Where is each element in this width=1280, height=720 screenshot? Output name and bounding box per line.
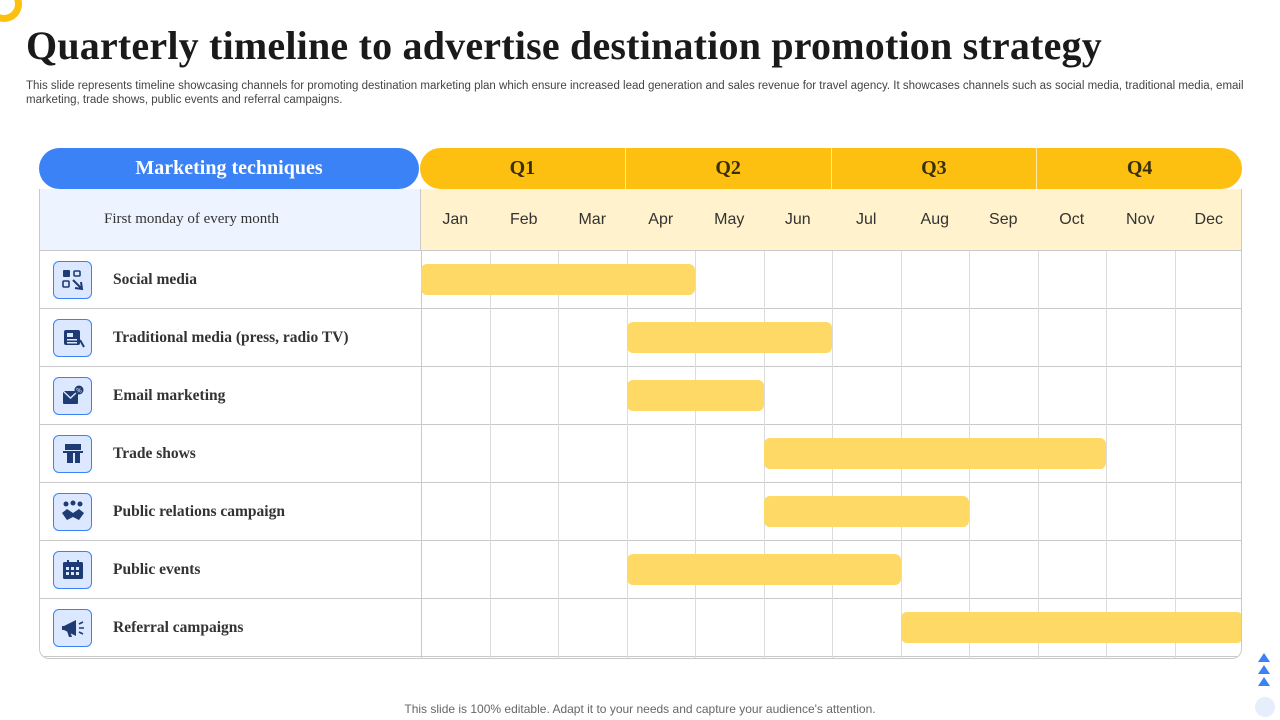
calendar-icon <box>53 551 92 589</box>
technique-row-trade-shows: Trade shows <box>40 425 1241 483</box>
month-gridline <box>1174 251 1176 658</box>
timeline-table: Marketing techniques Q1 Q2 Q3 Q4 First m… <box>39 148 1242 659</box>
month-dec: Dec <box>1194 210 1223 228</box>
timeline-bar <box>763 496 969 527</box>
social-media-icon <box>53 261 92 299</box>
technique-row-referral-campaigns: Referral campaigns <box>40 599 1241 657</box>
month-jul: Jul <box>856 210 877 228</box>
technique-label: Email marketing <box>113 387 226 404</box>
month-feb: Feb <box>509 210 538 228</box>
month-gridline <box>558 251 559 658</box>
nav-dot-icon[interactable] <box>1255 697 1275 717</box>
timeline-bar <box>626 380 764 411</box>
technique-label: Traditional media (press, radio TV) <box>113 329 349 346</box>
technique-row-public-events: Public events <box>40 541 1241 599</box>
quarter-q1: Q1 <box>509 157 536 179</box>
technique-row-public-relations: Public relations campaign <box>40 483 1241 541</box>
month-gridline <box>626 251 628 658</box>
technique-row-traditional-media: Traditional media (press, radio TV) <box>40 309 1241 367</box>
month-may: May <box>714 210 745 228</box>
megaphone-icon <box>53 609 92 647</box>
quarter-q3: Q3 <box>830 148 1037 189</box>
month-jan: Jan <box>442 210 469 228</box>
slide-footer: This slide is 100% editable. Adapt it to… <box>404 702 876 716</box>
email-marketing-icon: % <box>53 377 92 415</box>
corner-accent-decoration <box>0 0 22 22</box>
timeline-body: First monday of every month Jan Feb Mar … <box>39 189 1242 659</box>
technique-row-email-marketing: % Email marketing <box>40 367 1241 425</box>
timeline-bar <box>900 612 1241 643</box>
technique-label: Referral campaigns <box>113 619 244 636</box>
month-sep: Sep <box>989 210 1018 228</box>
timeline-bar <box>763 438 1106 469</box>
handshake-icon <box>53 493 92 531</box>
month-aug: Aug <box>920 210 949 228</box>
trade-show-icon <box>53 435 92 473</box>
svg-text:%: % <box>76 388 82 395</box>
technique-label: Public events <box>113 561 201 578</box>
technique-label: Trade shows <box>113 445 196 462</box>
schedule-note: First monday of every month <box>40 189 421 251</box>
technique-row-social-media: Social media <box>40 251 1241 309</box>
traditional-media-icon <box>53 319 92 357</box>
month-oct: Oct <box>1059 210 1085 228</box>
timeline-bar <box>421 264 695 295</box>
month-nov: Nov <box>1126 210 1155 228</box>
scroll-up-icon[interactable] <box>1256 653 1272 689</box>
month-gridline <box>489 251 491 658</box>
month-gridline <box>421 251 422 658</box>
timeline-bar <box>626 554 901 585</box>
month-gridline <box>695 251 696 658</box>
marketing-techniques-header: Marketing techniques <box>39 148 419 189</box>
month-jun: Jun <box>784 210 811 228</box>
slide-subtitle: This slide represents timeline showcasin… <box>26 80 1244 106</box>
quarter-header-bar: Q1 Q2 Q3 Q4 <box>420 148 1242 189</box>
slide-title: Quarterly timeline to advertise destinat… <box>26 23 1102 68</box>
technique-label: Social media <box>113 271 197 288</box>
technique-label: Public relations campaign <box>113 503 285 520</box>
month-mar: Mar <box>578 210 607 228</box>
quarter-q2: Q2 <box>624 148 831 189</box>
month-header-row: Jan Feb Mar Apr May Jun Jul Aug Sep Oct … <box>421 189 1241 251</box>
timeline-bar <box>626 322 832 353</box>
quarter-q4: Q4 <box>1036 148 1242 189</box>
month-apr: Apr <box>648 210 674 228</box>
month-gridline <box>1106 251 1107 658</box>
